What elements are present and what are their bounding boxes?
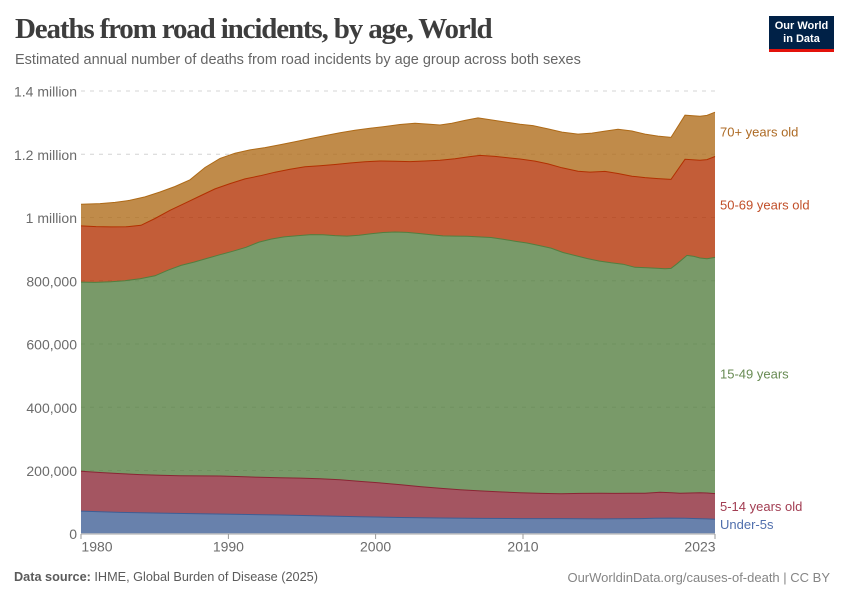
svg-text:70+ years old: 70+ years old bbox=[720, 125, 798, 140]
svg-text:2000: 2000 bbox=[360, 539, 391, 555]
svg-text:50-69 years old: 50-69 years old bbox=[720, 198, 810, 213]
svg-text:2023: 2023 bbox=[684, 539, 715, 555]
svg-text:1.4 million: 1.4 million bbox=[14, 84, 77, 100]
svg-text:400,000: 400,000 bbox=[26, 400, 77, 416]
svg-text:2010: 2010 bbox=[507, 539, 538, 555]
svg-text:1 million: 1 million bbox=[26, 210, 77, 226]
svg-text:200,000: 200,000 bbox=[26, 463, 77, 479]
svg-text:800,000: 800,000 bbox=[26, 273, 77, 289]
svg-text:5-14 years old: 5-14 years old bbox=[720, 499, 802, 514]
svg-text:15-49 years: 15-49 years bbox=[720, 367, 789, 382]
svg-text:1990: 1990 bbox=[213, 539, 244, 555]
svg-text:600,000: 600,000 bbox=[26, 337, 77, 353]
svg-text:1.2 million: 1.2 million bbox=[14, 147, 77, 163]
svg-text:1980: 1980 bbox=[81, 539, 112, 555]
svg-text:Under-5s: Under-5s bbox=[720, 517, 774, 532]
svg-text:0: 0 bbox=[69, 526, 77, 542]
